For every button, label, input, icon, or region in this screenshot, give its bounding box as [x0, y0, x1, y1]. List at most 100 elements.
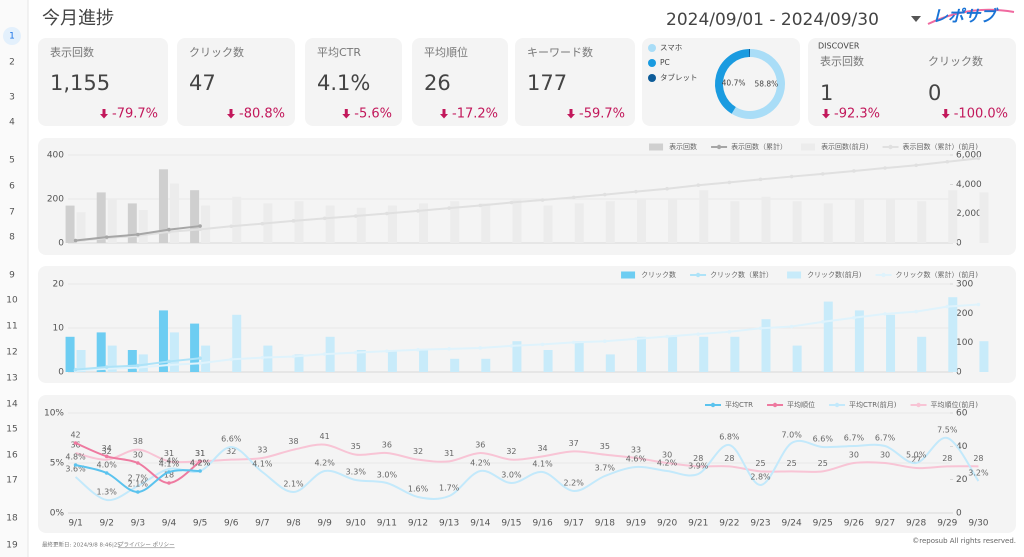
x-tick-label: 9/16 [532, 519, 552, 529]
bar [668, 199, 678, 243]
point [509, 344, 514, 348]
data-label: 4.6% [626, 455, 647, 464]
data-label: 28 [942, 454, 952, 463]
x-tick-label: 9/3 [131, 519, 145, 529]
legend-label: クリック数（累計）(前月) [896, 270, 979, 279]
data-label: 3.0% [377, 471, 398, 480]
dropdown-arrow[interactable] [911, 16, 921, 22]
data-label: 35 [351, 442, 361, 451]
legend-swatch [695, 272, 701, 278]
legend-label: クリック数 [641, 270, 676, 279]
row-number: 2 [9, 58, 15, 68]
point [73, 367, 78, 372]
data-label: 34 [537, 444, 547, 453]
point [167, 363, 171, 367]
kpi-card [515, 38, 635, 126]
x-tick-label: 9/9 [317, 519, 332, 529]
page-title: 今月進捗 [42, 8, 114, 29]
legend-label: 平均CTR(前月) [849, 400, 897, 409]
bar [792, 345, 802, 372]
y-tick-label: 10 [53, 324, 65, 334]
row-number: 7 [9, 208, 15, 218]
point [198, 469, 202, 473]
point [104, 235, 109, 239]
point [291, 354, 296, 359]
x-tick-label: 9/4 [162, 519, 177, 529]
kpi-label: キーワード数 [527, 46, 593, 59]
point [571, 195, 576, 200]
point [260, 355, 265, 360]
point [976, 156, 981, 161]
x-tick-label: 9/22 [719, 519, 739, 529]
data-label: 31 [195, 449, 205, 458]
point [852, 169, 856, 173]
y2-tick-label: 4,000 [956, 180, 982, 190]
y2-tick-label: 0 [956, 239, 962, 249]
privacy-link[interactable]: プライバシー ポリシー [118, 542, 175, 549]
x-tick-label: 9/26 [844, 519, 864, 529]
bar [668, 336, 678, 372]
data-label: 3.0% [501, 471, 522, 480]
point [291, 219, 296, 223]
kpi-label: 平均CTR [317, 46, 361, 59]
x-tick-label: 9/19 [626, 519, 646, 529]
data-label: 30 [849, 451, 859, 460]
x-tick-label: 9/24 [782, 519, 802, 529]
point [478, 203, 483, 208]
y2-tick-label: 6,000 [956, 151, 982, 161]
data-label: 1.3% [97, 488, 118, 497]
bar [190, 190, 200, 243]
point [260, 221, 265, 226]
row-number: 19 [6, 541, 18, 551]
down-arrow [100, 109, 108, 119]
logo: レポサブ [932, 7, 999, 26]
bar [232, 314, 242, 372]
data-label: 4.2% [314, 459, 335, 468]
legend-label: PC [660, 58, 670, 67]
bar [574, 203, 584, 243]
down-arrow [567, 109, 575, 119]
x-tick-label: 9/25 [813, 519, 833, 529]
point [945, 159, 950, 164]
row-number: 16 [6, 451, 18, 461]
data-label: 7.5% [937, 426, 958, 435]
kpi-change: -5.6% [354, 107, 392, 122]
row-number: 4 [9, 118, 15, 128]
x-tick-label: 9/6 [224, 519, 239, 529]
point [758, 326, 763, 331]
bar [823, 301, 833, 372]
bar [543, 205, 553, 243]
legend-dot [648, 74, 656, 82]
data-label: 32 [413, 447, 423, 456]
point [416, 347, 420, 352]
kpi-value: 1 [820, 81, 833, 105]
bar [158, 169, 168, 243]
kpi-label: 平均順位 [424, 45, 468, 59]
data-label: 31 [195, 449, 205, 458]
x-tick-label: 9/17 [564, 519, 584, 529]
row-number: 10 [6, 296, 18, 306]
x-tick-label: 9/30 [968, 519, 988, 529]
legend-label: 平均順位(前月) [931, 400, 979, 409]
point [603, 339, 607, 344]
point [571, 340, 576, 345]
row-number: 9 [9, 271, 15, 281]
point [976, 302, 981, 307]
bar [96, 332, 106, 372]
row-number: 17 [6, 476, 17, 486]
point [789, 324, 794, 329]
legend: 平均CTR 平均順位 平均CTR(前月) 平均順位(前月) [705, 400, 978, 409]
kpi-value: 177 [527, 71, 567, 95]
data-label: 3.7% [595, 464, 616, 473]
row-number: 3 [9, 93, 15, 103]
y-tick-label: 0% [50, 509, 65, 519]
y2-tick-label: 100 [956, 338, 973, 348]
bar [730, 201, 740, 243]
bar [96, 192, 106, 243]
kpi-card [412, 38, 508, 126]
legend-swatch [888, 144, 893, 150]
point [136, 461, 140, 465]
data-label: 25 [818, 459, 828, 468]
x-tick-label: 9/2 [99, 519, 113, 529]
date-range[interactable]: 2024/09/01 - 2024/09/30 [666, 10, 879, 30]
